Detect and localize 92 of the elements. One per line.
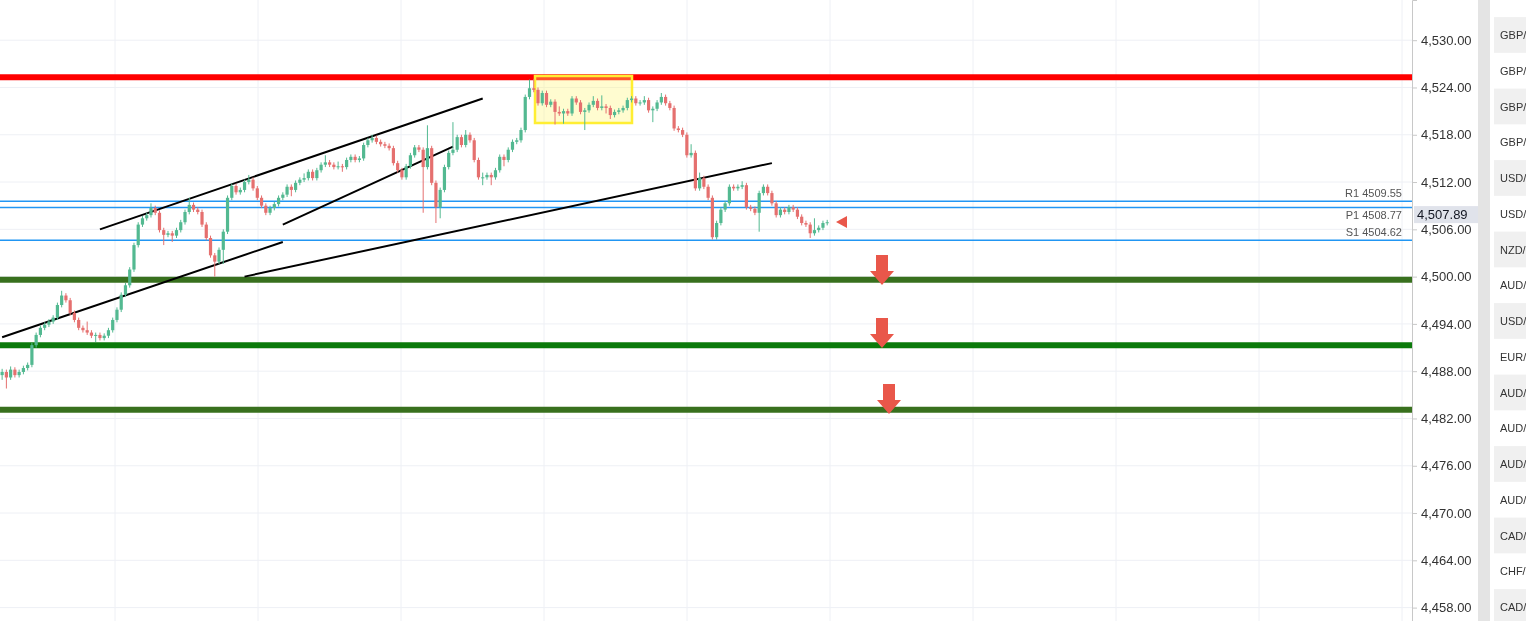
candlestick — [485, 172, 489, 181]
candlestick — [17, 369, 21, 378]
text: AUD/ — [1500, 493, 1526, 506]
candlestick — [744, 182, 748, 211]
candlestick — [604, 103, 608, 114]
candlestick — [383, 141, 387, 149]
candlestick — [157, 209, 162, 233]
candlestick — [672, 105, 676, 132]
candlestick — [587, 101, 591, 114]
ref-line-label: R1 4509.55 — [1345, 187, 1402, 200]
candlestick — [64, 292, 68, 304]
y-tick-label: 4,500.00 — [1421, 269, 1472, 285]
candlestick — [204, 221, 208, 241]
text: GBP/ — [1500, 136, 1526, 149]
candlestick — [213, 252, 217, 278]
candlestick — [553, 98, 557, 126]
candlestick — [349, 153, 353, 163]
y-tick-label: 4,476.00 — [1421, 458, 1472, 474]
candlestick — [621, 105, 625, 114]
text: CAD/ — [1500, 601, 1526, 613]
candlestick — [81, 324, 85, 334]
candlestick — [425, 124, 430, 170]
candlestick — [451, 121, 455, 156]
y-tick-label: 4,530.00 — [1421, 32, 1472, 48]
candlestick — [804, 220, 808, 228]
candlestick — [302, 172, 306, 183]
candlestick — [498, 153, 502, 174]
ref-line-label: S1 4504.62 — [1345, 226, 1402, 239]
candlestick — [30, 342, 34, 368]
candlestick — [715, 220, 719, 241]
text: USD/ — [1500, 207, 1526, 220]
y-tick-label: 4,458.00 — [1421, 600, 1472, 616]
text: 4,507.89 — [1417, 207, 1468, 223]
candlestick — [727, 183, 731, 207]
y-tick-label: 4,524.00 — [1421, 80, 1472, 96]
candlestick — [570, 95, 574, 117]
text: EUR/ — [1500, 350, 1526, 363]
candlestick — [442, 164, 447, 193]
text: CHF/ — [1500, 565, 1526, 578]
candlestick — [536, 86, 540, 107]
y-tick-label: 4,512.00 — [1421, 174, 1472, 190]
candlestick — [353, 153, 357, 163]
y-tick-label: 4,464.00 — [1421, 552, 1472, 568]
candlestick — [136, 221, 140, 248]
candlestick — [251, 176, 255, 192]
candlestick — [47, 318, 51, 328]
candlestick — [527, 79, 532, 100]
y-tick-label: 4,494.00 — [1421, 316, 1472, 332]
candlestick — [128, 266, 132, 289]
text: AUD/ — [1500, 458, 1526, 470]
candlestick — [685, 131, 689, 159]
text: GBP/ — [1500, 29, 1526, 41]
candlestick — [208, 235, 213, 259]
y-tick-label: 4,482.00 — [1421, 411, 1472, 427]
candlestick — [438, 187, 442, 219]
text: NZD/ — [1500, 243, 1526, 256]
text: CAD/ — [1500, 529, 1526, 542]
candlestick — [362, 142, 366, 162]
y-tick-label: 4,470.00 — [1421, 505, 1472, 521]
candlestick — [391, 145, 395, 166]
ref-line-label: P1 4508.77 — [1345, 209, 1402, 222]
text: GBP/ — [1500, 100, 1526, 113]
text: AUD/ — [1500, 279, 1526, 292]
candlestick — [447, 150, 451, 170]
candlestick — [119, 291, 123, 313]
y-tick-label: 4,488.00 — [1421, 363, 1472, 379]
text: AUD/ — [1500, 422, 1526, 435]
y-tick-label: 4,506.00 — [1421, 221, 1472, 237]
candlestick — [757, 190, 761, 233]
text: USD/ — [1500, 172, 1526, 184]
candlestick — [234, 183, 238, 196]
candlestick — [583, 107, 587, 131]
candlestick — [719, 206, 723, 226]
candlestick — [417, 144, 421, 153]
candlestick — [336, 161, 340, 170]
text: USD/ — [1500, 315, 1526, 327]
candlestick — [149, 202, 153, 219]
candlestick — [166, 230, 170, 238]
candlestick — [468, 131, 472, 144]
candlestick — [753, 205, 757, 216]
candlestick — [421, 146, 425, 214]
text: AUD/ — [1500, 386, 1526, 399]
text: GBP/ — [1500, 64, 1526, 77]
candlestick — [472, 137, 476, 163]
y-tick-label: 4,518.00 — [1421, 127, 1472, 143]
candlestick — [221, 228, 225, 265]
candlestick — [0, 368, 4, 381]
candlestick — [502, 153, 506, 167]
candlestick — [476, 157, 481, 181]
candlestick — [638, 99, 642, 107]
candlestick — [98, 332, 102, 341]
candlestick — [698, 172, 702, 192]
